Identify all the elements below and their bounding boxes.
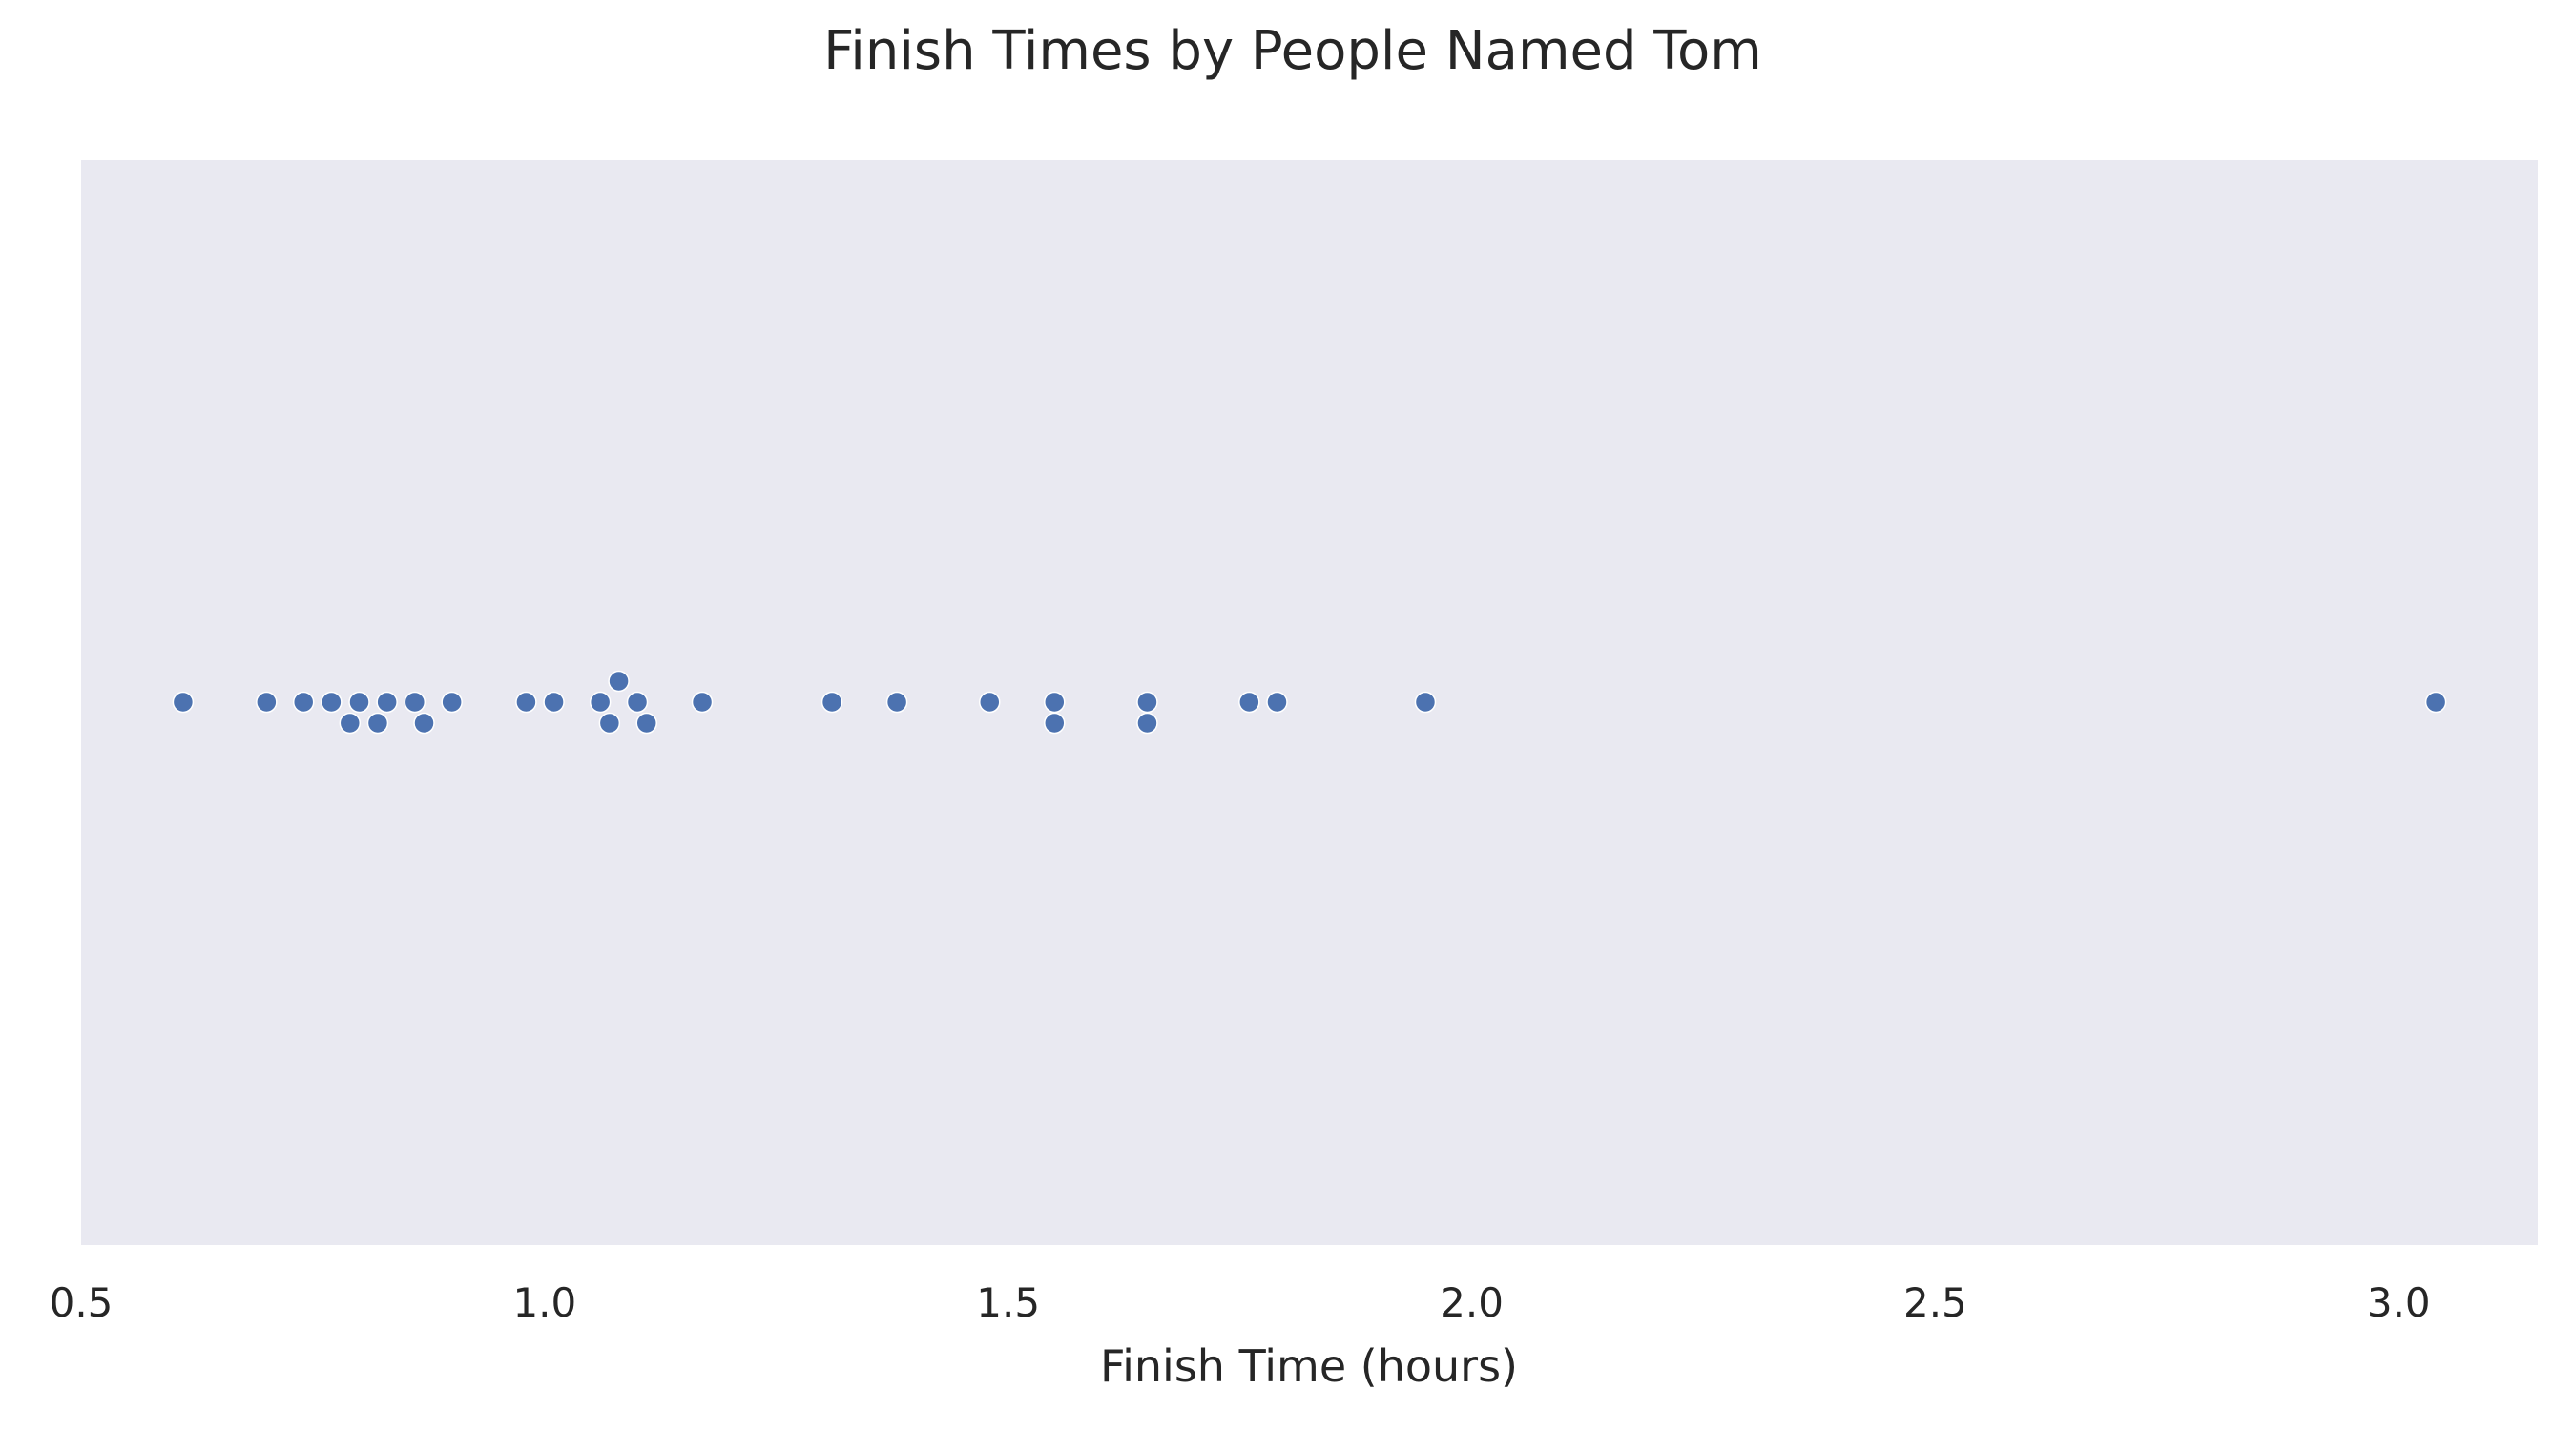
x-tick-label: 0.5 — [50, 1279, 114, 1326]
x-axis-ticks: 0.5 1.0 1.5 2.0 2.5 3.0 — [50, 1279, 2431, 1326]
data-points — [172, 670, 2447, 735]
data-point — [256, 691, 278, 714]
x-tick-label: 2.5 — [1903, 1279, 1967, 1326]
x-tick-label: 1.0 — [512, 1279, 576, 1326]
data-point — [543, 691, 565, 714]
data-point — [691, 691, 714, 714]
data-point — [321, 691, 343, 714]
data-point — [598, 712, 621, 735]
data-point — [589, 691, 612, 714]
data-point — [2424, 691, 2447, 714]
data-point — [376, 691, 398, 714]
data-point — [366, 712, 389, 735]
data-point — [626, 691, 649, 714]
data-point — [1238, 691, 1260, 714]
plot-area — [81, 160, 2538, 1245]
data-point — [885, 691, 908, 714]
data-point — [1136, 691, 1158, 714]
x-tick-label: 3.0 — [2367, 1279, 2431, 1326]
x-tick-label: 2.0 — [1440, 1279, 1504, 1326]
x-axis-label: Finish Time (hours) — [1100, 1340, 1518, 1392]
data-point — [339, 712, 362, 735]
data-point — [1044, 691, 1066, 714]
data-point — [348, 691, 370, 714]
data-point — [413, 712, 435, 735]
data-point — [515, 691, 537, 714]
data-point — [635, 712, 657, 735]
x-tick-label: 1.5 — [976, 1279, 1040, 1326]
data-point — [979, 691, 1001, 714]
data-point — [1136, 712, 1158, 735]
data-point — [404, 691, 426, 714]
data-point — [1044, 712, 1066, 735]
data-point — [292, 691, 315, 714]
data-point — [821, 691, 843, 714]
data-point — [608, 670, 630, 693]
chart-title: Finish Times by People Named Tom — [823, 20, 1762, 82]
data-point — [1266, 691, 1288, 714]
data-point — [441, 691, 463, 714]
data-point — [1414, 691, 1437, 714]
data-point — [172, 691, 195, 714]
